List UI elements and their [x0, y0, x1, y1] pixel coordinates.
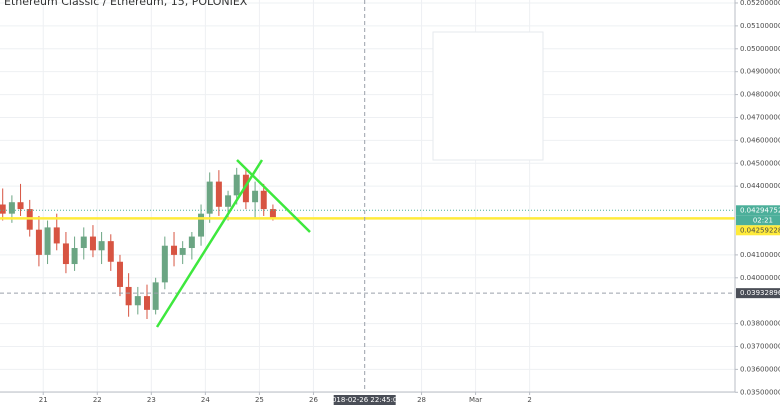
candle-body — [252, 190, 259, 203]
candle-body — [44, 227, 51, 255]
candle-body — [35, 229, 42, 255]
x-tick-label: 22 — [93, 396, 102, 404]
candle-body — [179, 248, 186, 255]
candle-body — [125, 286, 132, 306]
candle-body — [62, 243, 69, 265]
panel — [432, 31, 544, 161]
candle-body — [0, 204, 6, 214]
line-price-tag — [736, 225, 780, 236]
countdown-tag — [736, 215, 780, 226]
y-tick-label: 0.04900000 — [740, 68, 780, 76]
x-tick-label: 28 — [417, 396, 426, 404]
candle-body — [80, 236, 87, 249]
axes: 0.05200000 0.05100000 0.05000000 0.04900000… — [39, 0, 780, 405]
trend-line — [155, 159, 264, 328]
crosshair-y-label: 0.03932896 — [740, 289, 780, 297]
candle-body — [152, 282, 159, 310]
candle-body — [144, 296, 150, 310]
chart-title: Ethereum Classic / Ethereum, 15, POLONIE… — [4, 0, 248, 8]
y-tick-label: 0.04500000 — [740, 159, 780, 167]
candle-body — [188, 236, 195, 249]
y-tick-label: 0.03700000 — [740, 342, 780, 350]
y-tick-label: 0.04400000 — [740, 182, 780, 190]
y-tick-label: 0.04700000 — [740, 113, 780, 121]
y-tick-label: 0.05100000 — [740, 22, 780, 30]
crosshair-x-label: 2018-02-26 22:45:00 — [328, 396, 402, 404]
x-tick-label: Mar — [469, 396, 482, 404]
candle-body — [161, 245, 168, 283]
y-tick-label: 0.03800000 — [740, 320, 780, 328]
y-tick-label: 0.03500000 — [740, 388, 780, 396]
y-tick-label: 0.05200000 — [740, 0, 780, 7]
crosshair-y-tag — [736, 288, 780, 299]
x-tick-label: 2 — [527, 396, 531, 404]
candle-body — [89, 236, 96, 251]
candle-body — [233, 174, 240, 196]
y-tick-label: 0.04800000 — [740, 91, 780, 99]
line-price-label: 0.04259228 — [740, 226, 780, 234]
y-tick-label: 0.03600000 — [740, 365, 780, 373]
candle-body — [198, 213, 205, 237]
x-tick-label: 21 — [39, 396, 48, 404]
candle-body — [171, 245, 178, 255]
crosshair-x-tag — [333, 395, 396, 405]
countdown-label: 02:21 — [753, 216, 773, 224]
candle-body — [8, 202, 15, 214]
x-tick-label: 26 — [309, 396, 318, 404]
candle-body — [215, 181, 222, 207]
candle-body — [107, 241, 114, 262]
candle-body — [260, 190, 267, 210]
x-tick-label: 23 — [147, 396, 156, 404]
candle-body — [134, 296, 141, 306]
candle-body — [53, 227, 60, 244]
candle-body — [206, 181, 213, 214]
y-tick-label: 0.04000000 — [740, 274, 780, 282]
candle-body — [17, 202, 24, 210]
x-tick-label: 25 — [255, 396, 264, 404]
candle-body — [225, 195, 232, 207]
candle-body — [98, 241, 105, 251]
y-tick-label: 0.05000000 — [740, 45, 780, 53]
x-tick-label: 24 — [201, 396, 210, 404]
y-tick-label: 0.04100000 — [740, 251, 780, 259]
last-price-tag — [736, 205, 780, 216]
last-price-label: 0.04294752 — [740, 206, 780, 214]
candle-body — [116, 261, 123, 287]
plot — [0, 0, 735, 392]
candle-body — [269, 209, 276, 219]
trend-line — [236, 159, 311, 233]
candle-body — [242, 174, 249, 203]
candle-body — [71, 248, 78, 265]
y-tick-label: 0.04600000 — [740, 136, 780, 144]
